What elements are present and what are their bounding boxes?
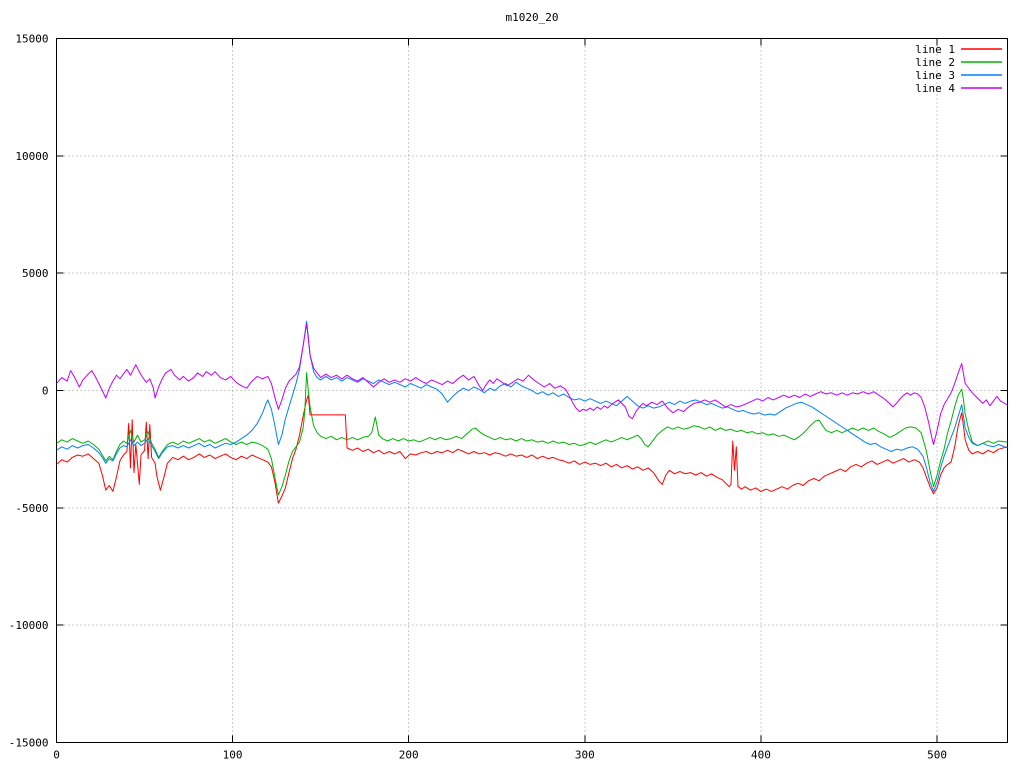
legend-label: line 2 <box>915 56 955 69</box>
y-tick-label: -5000 <box>15 502 48 515</box>
y-tick-label: 10000 <box>15 150 48 163</box>
y-tick-label: -15000 <box>9 737 49 750</box>
series-line-3 <box>56 320 1008 492</box>
x-tick-label: 300 <box>575 749 595 762</box>
x-tick-label: 200 <box>399 749 419 762</box>
x-tick-label: 0 <box>53 749 60 762</box>
x-tick-label: 100 <box>223 749 243 762</box>
chart-title: m1020_20 <box>506 11 559 24</box>
y-tick-label: 5000 <box>22 267 49 280</box>
legend-label: line 3 <box>915 69 955 82</box>
y-tick-label: 15000 <box>15 33 48 46</box>
x-tick-label: 400 <box>751 749 771 762</box>
y-tick-label: -10000 <box>9 619 49 632</box>
legend-label: line 1 <box>915 43 955 56</box>
series-line-4 <box>56 323 1008 445</box>
y-tick-label: 0 <box>42 385 49 398</box>
series-line-1 <box>56 394 1008 504</box>
legend-label: line 4 <box>915 82 955 95</box>
series-line-2 <box>56 372 1008 496</box>
x-tick-label: 500 <box>927 749 947 762</box>
